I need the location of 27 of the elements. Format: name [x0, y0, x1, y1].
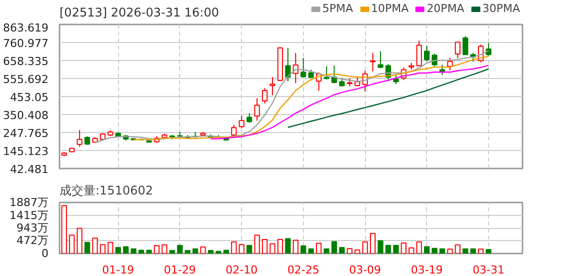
- y-tick-label: 350.408: [3, 109, 49, 122]
- y-tick-label: 1887万: [10, 196, 49, 209]
- y-tick-label: 472万: [16, 234, 49, 248]
- y-tick-label: 145.123: [3, 145, 49, 158]
- y-tick-label: 453.05: [10, 91, 49, 104]
- legend-label: 20PMA: [426, 2, 464, 15]
- legend-label: 30PMA: [482, 2, 520, 15]
- x-tick-label: 02-10: [226, 264, 258, 276]
- y-tick-label: 658.335: [3, 55, 49, 68]
- chart-title: 成交量:1510602: [60, 184, 153, 198]
- x-tick-label: 03-31: [472, 264, 505, 276]
- y-tick-label: 0: [42, 247, 48, 260]
- y-tick-label: 760.977: [3, 37, 49, 50]
- y-tick-label: 863.619: [3, 22, 49, 34]
- x-tick-label: 01-19: [102, 264, 134, 276]
- y-tick-label: 943万: [16, 222, 49, 235]
- chart-title: [02513] 2026-03-31 16:00: [60, 6, 219, 20]
- legend-label: 10PMA: [371, 2, 409, 15]
- y-tick-label: 247.765: [3, 127, 49, 140]
- y-tick-label: 555.692: [3, 73, 49, 86]
- legend-label: 5PMA: [322, 2, 354, 15]
- x-tick-label: 01-29: [164, 264, 196, 276]
- x-tick-label: 02-25: [287, 264, 320, 276]
- x-tick-label: 03-09: [349, 264, 382, 276]
- x-tick-label: 03-19: [410, 264, 443, 276]
- y-tick-label: 42.481: [10, 163, 49, 176]
- y-tick-label: 1415万: [10, 208, 49, 222]
